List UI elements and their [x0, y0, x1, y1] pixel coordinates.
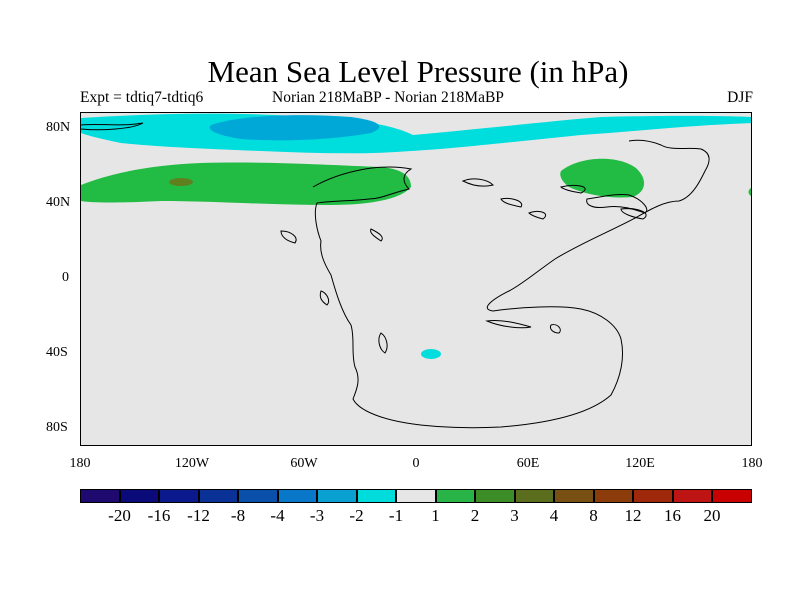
lat-label: 0 — [62, 270, 69, 285]
colorbar-swatch — [396, 489, 436, 503]
lon-label: 60W — [290, 456, 318, 471]
east-asia-high — [560, 158, 645, 198]
south-atlantic-low — [421, 349, 441, 359]
lon-label: 0 — [412, 456, 420, 471]
colorbar-label: -12 — [187, 506, 210, 525]
colorbar-swatch — [554, 489, 594, 503]
lon-label: 120E — [625, 456, 655, 471]
colorbar-label: 1 — [431, 506, 440, 525]
colorbar-label: 12 — [624, 506, 642, 525]
lon-label: 120W — [174, 456, 210, 471]
lon-label: 180 — [69, 456, 91, 471]
lon-label: 60E — [516, 456, 540, 471]
colorbar-swatch — [238, 489, 278, 503]
lat-label: 80S — [46, 420, 68, 435]
colorbar-swatch — [317, 489, 357, 503]
lat-label: 80N — [46, 120, 71, 135]
colorbar-label: -3 — [309, 506, 325, 525]
colorbar-label: -1 — [388, 506, 404, 525]
map-background — [81, 113, 751, 445]
lon-label: 180 — [741, 456, 763, 471]
colorbar-label: 2 — [470, 506, 480, 525]
colorbar-swatch — [672, 489, 712, 503]
lat-label: 40N — [46, 195, 71, 210]
east-asia-high-edge — [748, 187, 751, 197]
colorbar-swatch — [80, 489, 120, 503]
lat-label: 40S — [46, 345, 68, 360]
map-panel — [80, 112, 752, 446]
colorbar-swatch — [593, 489, 633, 503]
colorbar-swatch — [356, 489, 396, 503]
colorbar-swatch — [712, 489, 752, 503]
colorbar-swatch — [514, 489, 554, 503]
colorbar-swatch — [119, 489, 159, 503]
colorbar-swatch — [159, 489, 199, 503]
chart-title: Mean Sea Level Pressure (in hPa) — [207, 54, 629, 89]
colorbar-swatch — [435, 489, 475, 503]
colorbar-swatch — [277, 489, 317, 503]
north-pacific-high-belt — [81, 162, 411, 205]
north-pacific-high-core — [169, 178, 193, 186]
colorbar-swatch — [633, 489, 673, 503]
season-label: DJF — [727, 89, 753, 106]
colorbar-label: 16 — [664, 506, 681, 525]
map-svg — [81, 113, 751, 445]
colorbar-label: -16 — [147, 506, 171, 525]
colorbar-label: 8 — [589, 506, 598, 525]
colorbar-label: 20 — [703, 506, 721, 525]
colorbar-label: 4 — [549, 506, 559, 525]
north-polar-low-core — [209, 115, 380, 141]
runs-label: Norian 218MaBP - Norian 218MaBP — [272, 89, 504, 106]
colorbar-label: -8 — [230, 506, 246, 525]
coastlines — [81, 122, 710, 429]
colorbar-swatch — [198, 489, 238, 503]
colorbar-label: -4 — [270, 506, 285, 525]
experiment-label: Expt = tdtiq7-tdtiq6 — [80, 89, 204, 106]
colorbar-label: 3 — [510, 506, 519, 525]
colorbar-label: -2 — [349, 506, 364, 525]
colorbar-label: -20 — [108, 506, 131, 525]
colorbar-swatch — [475, 489, 515, 503]
